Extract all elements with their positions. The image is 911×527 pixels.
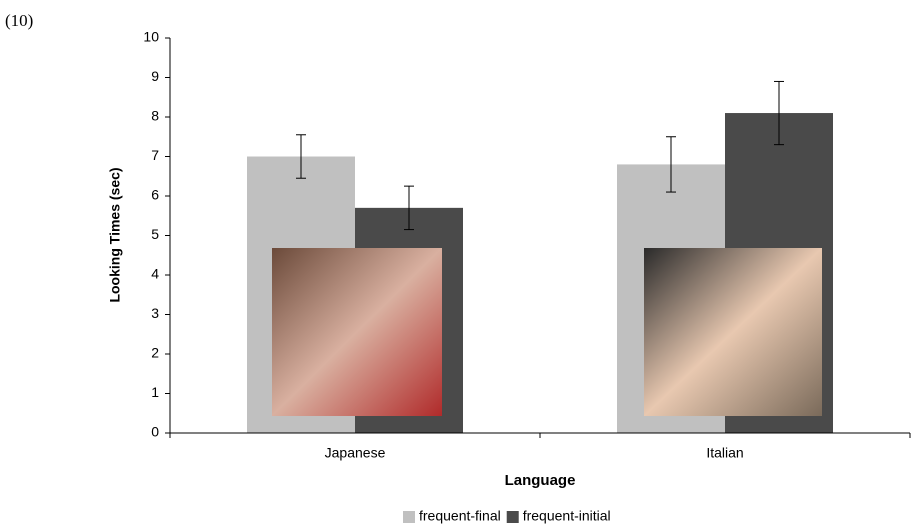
x-axis-label: Language xyxy=(505,472,576,489)
legend-label: frequent-initial xyxy=(523,508,611,524)
error-bar xyxy=(774,80,784,146)
photo xyxy=(272,248,442,416)
y-tick-label: 4 xyxy=(151,266,159,282)
x-tick-label: Japanese xyxy=(325,445,386,461)
y-tick-label: 7 xyxy=(151,147,159,163)
legend-swatch xyxy=(506,511,519,523)
y-tick-label: 10 xyxy=(143,29,159,45)
error-bar xyxy=(404,185,414,231)
y-tick-label: 3 xyxy=(151,305,159,321)
y-tick-label: 1 xyxy=(151,384,159,400)
y-tick-label: 0 xyxy=(151,424,159,440)
error-bar xyxy=(296,134,306,179)
y-tick-label: 6 xyxy=(151,187,159,203)
photo xyxy=(644,248,822,416)
annotation: (10) xyxy=(5,11,33,30)
x-tick-label: Italian xyxy=(706,445,743,461)
overlay: 0 1 2 3 4 5 6 7 8 9 10 Japanese Italian frequent-fina… xyxy=(143,29,911,524)
legend-swatch xyxy=(403,511,415,523)
photos xyxy=(272,248,822,416)
legend-label: frequent-final xyxy=(419,508,501,524)
error-bar xyxy=(666,136,676,193)
y-tick-label: 2 xyxy=(151,345,159,361)
y-tick-label: 9 xyxy=(151,68,159,84)
y-tick-label: 5 xyxy=(151,226,159,242)
legend: frequent-final frequent-initial xyxy=(403,508,611,524)
y-tick-label: 8 xyxy=(151,108,159,124)
y-axis-label: Looking Times (sec) xyxy=(107,167,123,302)
